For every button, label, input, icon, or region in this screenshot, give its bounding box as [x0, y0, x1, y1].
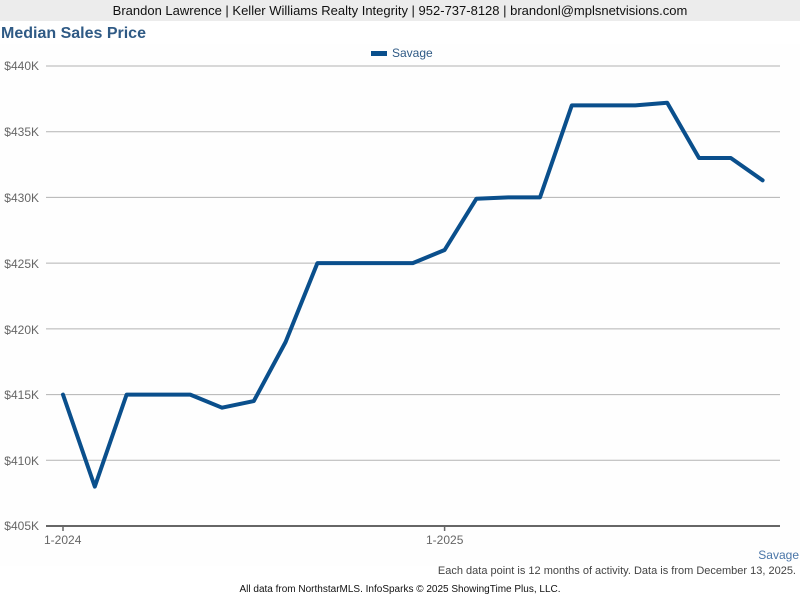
- y-tick-label: $405K: [4, 519, 39, 533]
- y-tick-label: $420K: [4, 323, 39, 337]
- y-tick-label: $435K: [4, 125, 39, 139]
- contact-header: Brandon Lawrence | Keller Williams Realt…: [0, 0, 800, 21]
- y-tick-label: $430K: [4, 191, 39, 205]
- chart-area: [0, 44, 800, 566]
- y-tick-label: $425K: [4, 257, 39, 271]
- legend-swatch: [371, 50, 387, 56]
- legend-label: Savage: [392, 46, 433, 60]
- y-tick-label: $415K: [4, 388, 39, 402]
- data-note: Each data point is 12 months of activity…: [437, 565, 796, 577]
- chart-title: Median Sales Price: [1, 25, 146, 42]
- legend[interactable]: Savage: [371, 46, 433, 60]
- series-tag: Savage: [758, 548, 799, 562]
- y-tick-label: $410K: [4, 454, 39, 468]
- x-tick-label: 1-2025: [426, 533, 464, 547]
- footer-credit: All data from NorthstarMLS. InfoSparks ©…: [239, 584, 561, 595]
- x-tick-label: 1-2024: [44, 533, 82, 547]
- series-line-savage[interactable]: [61, 100, 765, 489]
- y-tick-label: $440K: [4, 59, 39, 73]
